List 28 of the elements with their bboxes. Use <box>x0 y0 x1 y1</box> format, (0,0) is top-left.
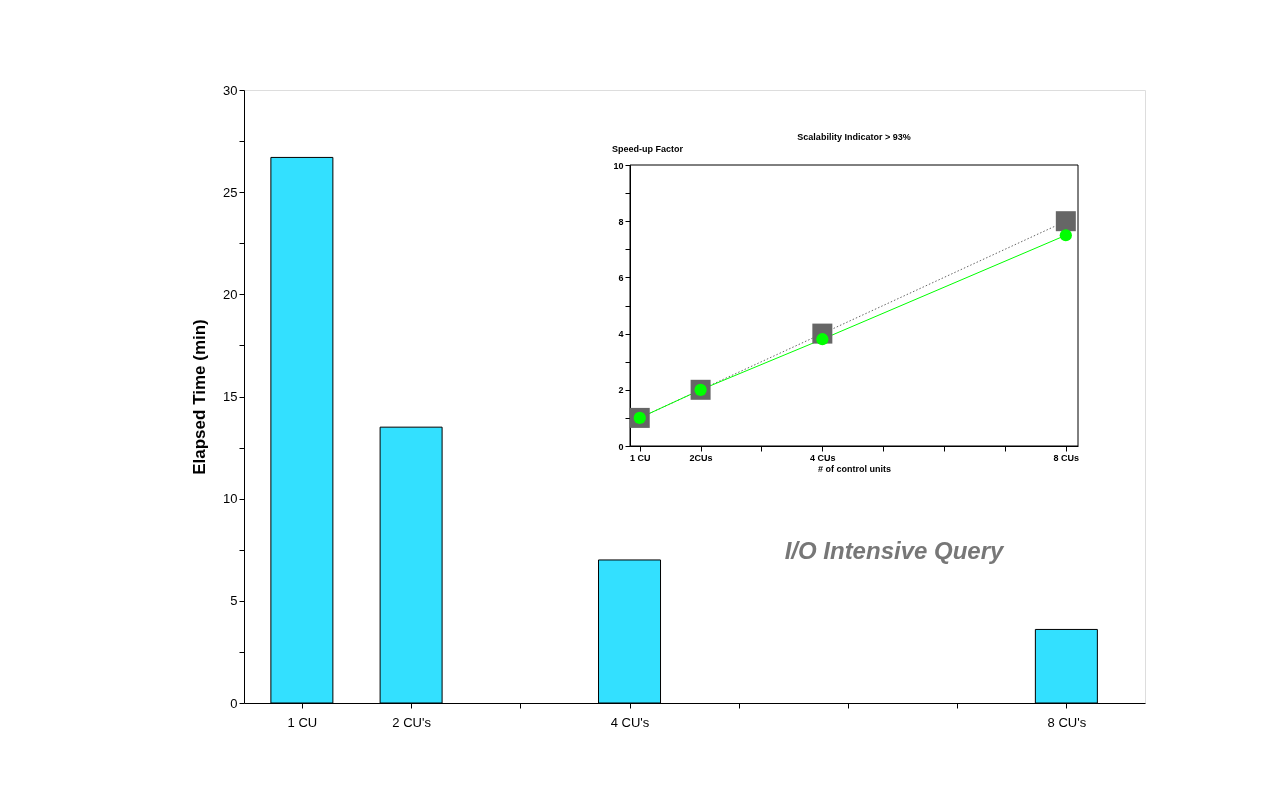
y-tick-label: 8 <box>618 216 624 227</box>
y-axis-title: Elapsed Time (min) <box>190 319 210 475</box>
y-tick-label: 20 <box>223 286 238 302</box>
x-axis-title: # of control units <box>818 463 891 474</box>
y-tick-label: 10 <box>613 160 624 171</box>
chart-title: Scalability Indicator > 93% <box>797 132 911 142</box>
point <box>1055 211 1076 232</box>
y-tick-label: 0 <box>618 441 624 452</box>
y-tick-label: 30 <box>223 82 238 98</box>
y-tick-label: 25 <box>223 184 238 200</box>
x-tick-label: 2CUs <box>689 452 713 463</box>
y-tick-label: 4 <box>618 329 624 340</box>
y-tick-label: 10 <box>223 491 238 507</box>
annotation: I/O Intensive Query <box>784 537 1006 564</box>
x-tick-label: 8 CU's <box>1047 714 1087 730</box>
x-tick-label: 4 CU's <box>610 714 650 730</box>
y-tick-label: 6 <box>618 272 624 283</box>
y-tick-label: 5 <box>230 593 238 609</box>
x-tick-label: 4 CUs <box>810 452 836 463</box>
x-tick-label: 2 CU's <box>392 714 432 730</box>
x-tick-label: 1 CU <box>629 452 651 463</box>
x-tick-label: 8 CUs <box>1053 452 1080 463</box>
y-tick-label: 0 <box>230 695 238 711</box>
y-axis-title: Speed-up Factor <box>612 144 684 154</box>
x-tick-label: 1 CU <box>287 714 318 730</box>
y-tick-label: 2 <box>618 385 624 396</box>
point <box>1059 229 1072 242</box>
y-tick-label: 15 <box>223 389 238 404</box>
